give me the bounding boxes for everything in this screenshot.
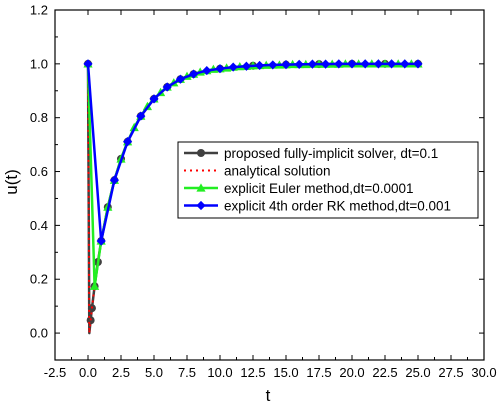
x-tick-label: 7.5 — [178, 365, 196, 380]
diamond-marker — [281, 60, 291, 70]
diamond-marker — [307, 59, 317, 69]
y-tick-label: 0.0 — [30, 326, 48, 341]
diamond-marker — [400, 59, 410, 69]
x-axis-title: t — [266, 386, 271, 405]
x-tick-label: 20.0 — [339, 365, 364, 380]
diamond-marker — [175, 74, 185, 84]
y-tick-label: 1.0 — [30, 56, 48, 71]
diamond-marker — [360, 59, 370, 69]
diamond-marker — [202, 65, 212, 76]
x-tick-label: 25.0 — [405, 365, 430, 380]
x-tick-label: 10.0 — [207, 365, 232, 380]
legend: proposed fully-implicit solver, dt=0.1 an… — [177, 141, 479, 219]
diamond-marker — [255, 60, 265, 71]
y-tick-label: 0.2 — [30, 272, 48, 287]
y-tick-label: 0.6 — [30, 164, 48, 179]
axes-layer: -2.5 0.0 2.5 5.0 7.5 10.0 12.5 15.0 17.5 20.0 22.5… — [30, 3, 497, 381]
legend-entry: proposed fully-implicit solver, dt=0.1 — [184, 146, 438, 161]
legend-label: analytical solution — [224, 164, 331, 179]
diamond-marker — [123, 137, 133, 147]
diamond-marker — [387, 59, 397, 69]
diamond-marker — [83, 59, 93, 69]
series-4 — [83, 59, 423, 246]
legend-entry: explicit 4th order RK method,dt=0.001 — [184, 199, 451, 214]
diamond-marker — [373, 59, 383, 69]
x-tick-label: 27.5 — [438, 365, 463, 380]
legend-label: proposed fully-implicit solver, dt=0.1 — [224, 146, 438, 161]
x-tick-label: 5.0 — [145, 365, 163, 380]
diamond-marker — [96, 236, 106, 246]
y-tick-label: 0.4 — [30, 218, 48, 233]
x-tick-label: 15.0 — [273, 365, 298, 380]
legend-box — [177, 141, 479, 219]
y-axis-title: u(t) — [2, 169, 21, 195]
x-tick-label: 0.0 — [79, 365, 97, 380]
x-tick-label: 22.5 — [372, 365, 397, 380]
x-tick-label: 12.5 — [240, 365, 265, 380]
diamond-marker — [215, 64, 225, 74]
x-tick-label: 17.5 — [306, 365, 331, 380]
triangle-marker — [196, 183, 206, 192]
y-tick-label: 0.8 — [30, 110, 48, 125]
legend-label: explicit Euler method,dt=0.0001 — [224, 181, 414, 196]
diamond-marker — [294, 59, 304, 69]
diamond-marker — [196, 200, 206, 211]
diamond-marker — [189, 69, 199, 79]
diamond-marker — [149, 94, 159, 104]
diamond-marker — [109, 175, 119, 185]
diamond-marker — [241, 61, 251, 71]
diamond-marker — [268, 60, 278, 70]
diamond-marker — [136, 111, 146, 121]
x-tick-label: 30.0 — [471, 365, 496, 380]
diamond-marker — [321, 59, 331, 69]
y-tick-label: 1.2 — [30, 3, 48, 18]
circle-marker — [197, 149, 205, 157]
legend-label: explicit 4th order RK method,dt=0.001 — [224, 199, 451, 214]
x-tick-label: -2.5 — [44, 365, 66, 380]
plot-data-layer — [83, 59, 423, 335]
diamond-marker — [347, 59, 357, 69]
x-tick-label: 2.5 — [112, 365, 130, 380]
diamond-marker — [413, 59, 423, 69]
triangle-marker — [90, 281, 100, 290]
diamond-marker — [334, 59, 344, 69]
legend-entry: analytical solution — [184, 164, 331, 179]
diamond-marker — [228, 62, 238, 72]
diamond-marker — [162, 82, 172, 92]
legend-entry: explicit Euler method,dt=0.0001 — [184, 181, 414, 196]
